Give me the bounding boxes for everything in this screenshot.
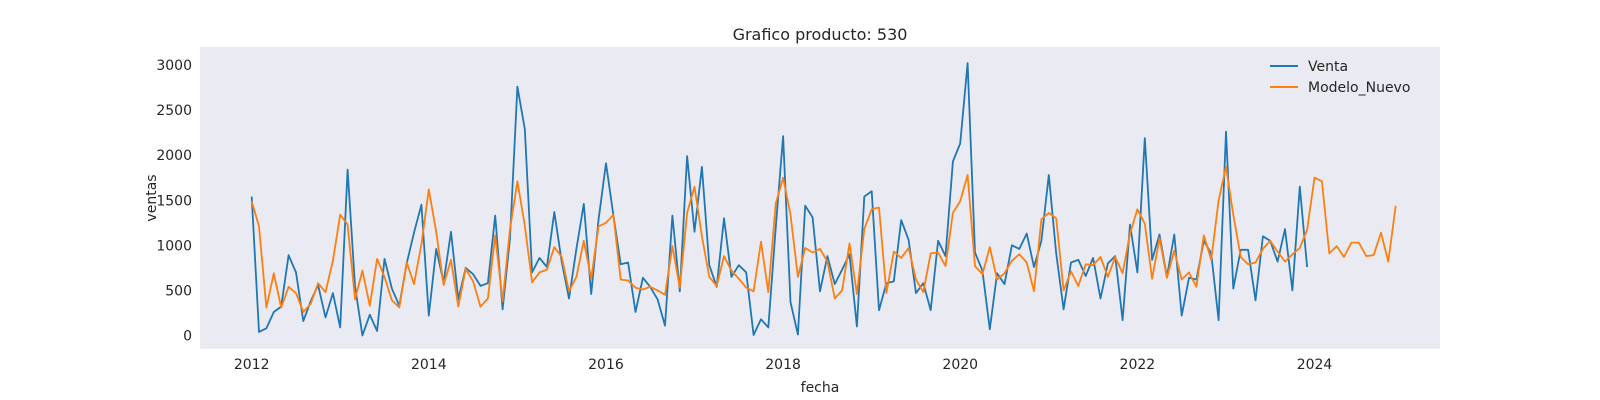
y-tick-label: 1500 (156, 193, 192, 209)
y-axis-label: ventas (144, 174, 160, 221)
series-line-modelo-nuevo (250, 165, 1397, 313)
legend: Venta Modelo_Nuevo (1270, 59, 1410, 96)
y-tick-label: 0 (183, 328, 192, 344)
legend-label: Venta (1308, 59, 1348, 75)
x-tick-labels: 2012 2014 2016 2018 2020 2022 2024 (234, 357, 1333, 373)
y-tick-label: 3000 (156, 58, 192, 74)
x-tick-label: 2012 (234, 357, 270, 373)
x-tick-label: 2014 (411, 357, 447, 373)
x-tick-label: 2022 (1120, 357, 1156, 373)
y-tick-label: 2500 (156, 103, 192, 119)
x-tick-label: 2020 (942, 357, 978, 373)
y-tick-label: 500 (165, 283, 192, 299)
x-tick-label: 2016 (588, 357, 624, 373)
series-lines (250, 62, 1397, 337)
plot-background (200, 47, 1440, 349)
x-axis-label: fecha (801, 380, 840, 396)
y-tick-label: 2000 (156, 148, 192, 164)
x-tick-label: 2024 (1297, 357, 1333, 373)
x-tick-label: 2018 (765, 357, 801, 373)
chart-title: Grafico producto: 530 (733, 25, 908, 44)
legend-label: Modelo_Nuevo (1308, 80, 1410, 96)
y-tick-label: 1000 (156, 238, 192, 254)
y-tick-labels: 0 500 1000 1500 2000 2500 3000 (156, 58, 192, 344)
